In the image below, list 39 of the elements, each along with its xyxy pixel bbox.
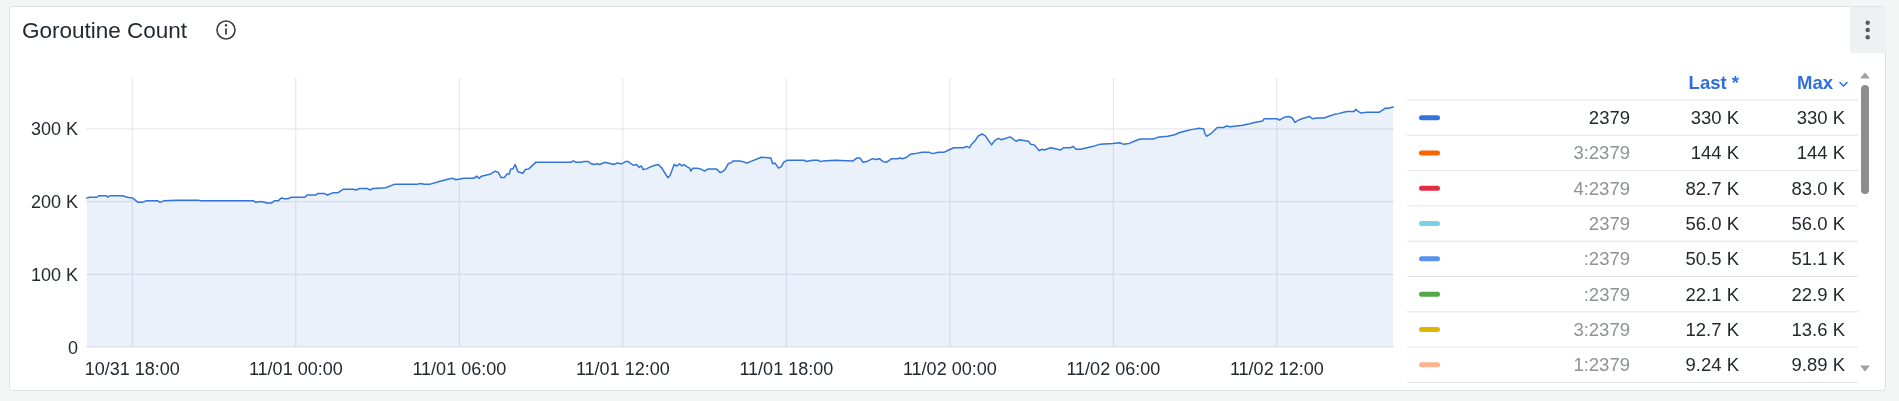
text: Last * <box>1688 72 1740 93</box>
data-label: 12.7 K <box>1685 318 1740 340</box>
data-label: 144 K <box>1796 142 1846 164</box>
category-label: 3:2379 <box>1573 142 1630 164</box>
x-tick-label: 11/02 06:00 <box>1066 359 1161 379</box>
legend-label: Max <box>1797 72 1834 93</box>
data-label: 50.5 K <box>1685 248 1740 270</box>
data-label: 330 K <box>1796 107 1846 129</box>
data-label: 13.6 K <box>1791 318 1846 340</box>
data-label: 56.0 K <box>1685 213 1740 235</box>
data-label: 22.1 K <box>1685 283 1740 305</box>
category-label: 2379 <box>1588 213 1630 235</box>
x-tick-label: 11/02 12:00 <box>1229 359 1324 379</box>
data-label: 9.89 K <box>1791 354 1846 376</box>
y-tick-label: 100 K <box>30 264 78 285</box>
category-label: :2379 <box>1583 283 1630 305</box>
category-label: :2379 <box>1583 248 1630 270</box>
data-label: 51.1 K <box>1791 248 1846 270</box>
data-label: 83.0 K <box>1791 177 1846 199</box>
data-label: 330 K <box>1690 107 1740 129</box>
data-label: 22.9 K <box>1791 283 1846 305</box>
category-label: 4:2379 <box>1573 177 1630 199</box>
x-tick-label: 11/01 12:00 <box>575 359 670 379</box>
data-label: 82.7 K <box>1685 177 1740 199</box>
chart-title: Goroutine Count <box>22 18 188 43</box>
category-label: 1:2379 <box>1573 354 1630 376</box>
data-label: 144 K <box>1690 142 1740 164</box>
y-tick-label: 0 <box>67 337 78 358</box>
category-label: 2379 <box>1588 107 1630 129</box>
x-tick-label: 10/31 18:00 <box>84 359 180 379</box>
y-tick-label: 200 K <box>30 192 78 213</box>
x-tick-label: 11/01 00:00 <box>248 359 343 379</box>
x-tick-label: 11/01 06:00 <box>412 359 507 379</box>
data-label: 9.24 K <box>1685 354 1740 376</box>
y-tick-label: 300 K <box>30 119 78 140</box>
x-tick-label: 11/01 18:00 <box>739 359 834 379</box>
x-tick-label: 11/02 00:00 <box>902 359 997 379</box>
category-label: 3:2379 <box>1573 318 1630 340</box>
data-label: 56.0 K <box>1791 213 1846 235</box>
